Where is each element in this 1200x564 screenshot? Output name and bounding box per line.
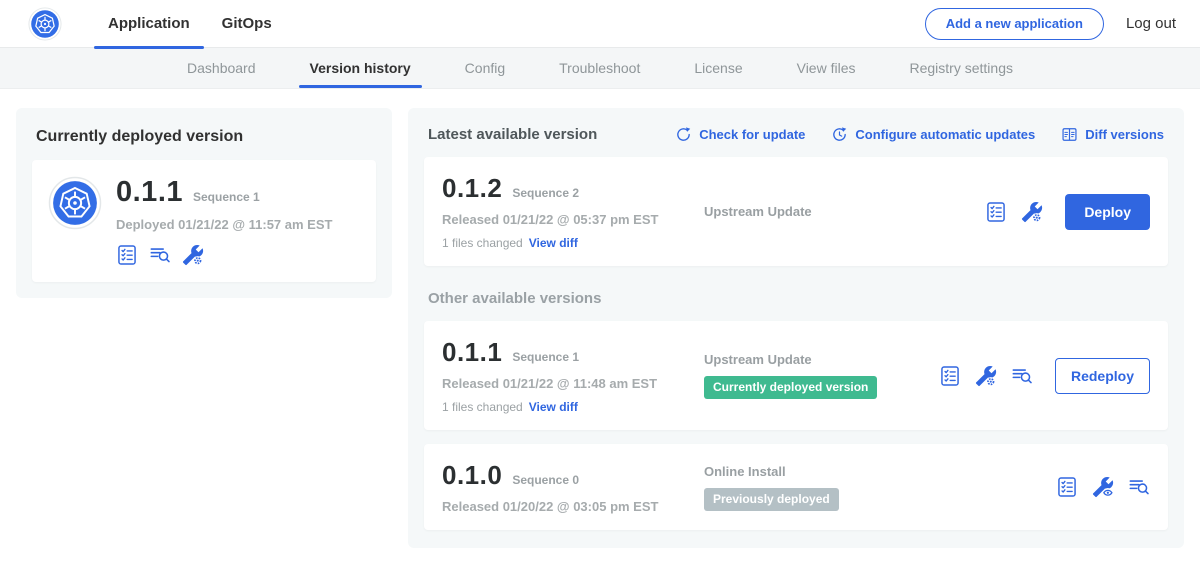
auto-update-icon xyxy=(831,126,848,143)
version-number: 0.1.0 xyxy=(442,460,503,490)
version-actions: Redeploy xyxy=(939,357,1150,394)
version-actions xyxy=(1056,476,1150,498)
refresh-icon xyxy=(675,126,692,143)
view-logs-icon[interactable] xyxy=(149,244,171,266)
add-new-application-button[interactable]: Add a new application xyxy=(924,7,1104,40)
header-right: Add a new application Log out xyxy=(924,7,1176,40)
subtab-dashboard[interactable]: Dashboard xyxy=(160,48,283,88)
subtab-registry-settings-label: Registry settings xyxy=(909,60,1013,76)
version-actions: Deploy xyxy=(985,193,1150,230)
preflight-checks-icon[interactable] xyxy=(1056,476,1078,498)
edit-config-icon[interactable] xyxy=(975,365,997,387)
deployed-details: 0.1.1 Sequence 1 Deployed 01/21/22 @ 11:… xyxy=(116,176,332,266)
diff-versions-label: Diff versions xyxy=(1085,127,1164,142)
files-changed-label: 1 files changed xyxy=(442,236,523,250)
check-for-update-label: Check for update xyxy=(699,127,806,142)
released-timestamp: Released 01/21/22 @ 11:48 am EST xyxy=(442,376,658,391)
edit-config-icon[interactable] xyxy=(182,244,204,266)
version-source-cell: Upstream Update xyxy=(704,204,985,219)
view-diff-link[interactable]: View diff xyxy=(528,400,578,414)
version-number: 0.1.2 xyxy=(442,173,503,203)
currently-deployed-badge: Currently deployed version xyxy=(704,376,878,399)
subtab-dashboard-label: Dashboard xyxy=(187,60,256,76)
check-for-update-link[interactable]: Check for update xyxy=(675,126,805,143)
version-info: 0.1.0 Sequence 0 Released 01/20/22 @ 03:… xyxy=(442,460,704,514)
app-kubernetes-icon xyxy=(48,176,102,230)
app-header: Application GitOps Add a new application… xyxy=(0,0,1200,49)
previously-deployed-badge: Previously deployed xyxy=(704,487,839,511)
deployed-version-number: 0.1.1 xyxy=(116,176,183,208)
latest-available-title: Latest available version xyxy=(428,126,598,143)
sequence-label: Sequence 1 xyxy=(512,350,580,364)
version-row-0-1-2: 0.1.2 Sequence 2 Released 01/21/22 @ 05:… xyxy=(424,157,1168,266)
tab-application[interactable]: Application xyxy=(92,0,206,49)
version-row-0-1-0: 0.1.0 Sequence 0 Released 01/20/22 @ 03:… xyxy=(424,444,1168,530)
deployed-actions xyxy=(116,244,332,266)
subtab-registry-settings[interactable]: Registry settings xyxy=(883,48,1040,88)
version-info: 0.1.2 Sequence 2 Released 01/21/22 @ 05:… xyxy=(442,173,704,250)
subtab-view-files[interactable]: View files xyxy=(770,48,883,88)
version-source: Online Install xyxy=(704,463,786,479)
files-changed-line: 1 files changed View diff xyxy=(442,400,704,414)
view-diff-link[interactable]: View diff xyxy=(528,236,578,250)
currently-deployed-card: 0.1.1 Sequence 1 Deployed 01/21/22 @ 11:… xyxy=(32,160,376,282)
files-changed-label: 1 files changed xyxy=(442,400,523,414)
other-available-versions-title: Other available versions xyxy=(428,290,602,307)
tab-application-label: Application xyxy=(108,15,190,32)
subtab-view-files-label: View files xyxy=(796,60,856,76)
logout-button[interactable]: Log out xyxy=(1125,15,1176,32)
subtab-version-history-label: Version history xyxy=(309,60,411,76)
available-versions-panel: Latest available version Check for updat… xyxy=(408,108,1184,548)
released-timestamp: Released 01/21/22 @ 05:37 pm EST xyxy=(442,212,659,227)
preflight-checks-icon[interactable] xyxy=(116,244,138,266)
version-info: 0.1.1 Sequence 1 Released 01/21/22 @ 11:… xyxy=(442,337,704,414)
redeploy-button[interactable]: Redeploy xyxy=(1054,357,1150,394)
version-number: 0.1.1 xyxy=(442,337,503,367)
available-panel-actions: Check for update Configure automatic upd… xyxy=(675,126,1164,143)
tab-gitops-label: GitOps xyxy=(221,15,272,32)
version-source: Upstream Update xyxy=(704,352,812,367)
deploy-button[interactable]: Deploy xyxy=(1065,193,1150,230)
subtab-version-history[interactable]: Version history xyxy=(283,48,438,88)
view-logs-icon[interactable] xyxy=(1128,476,1150,498)
subtab-troubleshoot-label: Troubleshoot xyxy=(559,60,641,76)
subtab-license-label: License xyxy=(694,60,743,76)
subtab-config-label: Config xyxy=(464,60,506,76)
deployed-sequence-label: Sequence 1 xyxy=(193,190,260,204)
view-logs-icon[interactable] xyxy=(1011,365,1033,387)
subtab-troubleshoot[interactable]: Troubleshoot xyxy=(532,48,667,88)
edit-config-icon[interactable] xyxy=(1021,201,1043,223)
version-source: Upstream Update xyxy=(704,204,812,219)
sequence-label: Sequence 2 xyxy=(512,186,580,200)
view-config-icon[interactable] xyxy=(1092,476,1114,498)
tab-gitops[interactable]: GitOps xyxy=(206,0,288,48)
available-panel-header: Latest available version Check for updat… xyxy=(424,124,1168,143)
sequence-label: Sequence 0 xyxy=(512,473,580,487)
files-changed-line: 1 files changed View diff xyxy=(442,236,704,250)
subtab-config[interactable]: Config xyxy=(438,48,532,88)
diff-versions-link[interactable]: Diff versions xyxy=(1061,126,1164,143)
main-content: Currently deployed version 0.1.1 Sequenc… xyxy=(0,89,1200,564)
currently-deployed-panel: Currently deployed version 0.1.1 Sequenc… xyxy=(16,108,392,298)
preflight-checks-icon[interactable] xyxy=(939,365,961,387)
header-tabs: Application GitOps xyxy=(92,0,288,49)
subtab-license[interactable]: License xyxy=(667,48,769,88)
app-subnav: Dashboard Version history Config Trouble… xyxy=(0,48,1200,89)
configure-automatic-updates-label: Configure automatic updates xyxy=(855,127,1036,142)
deployed-timestamp: Deployed 01/21/22 @ 11:57 am EST xyxy=(116,217,333,232)
version-source-cell: Upstream Update Currently deployed versi… xyxy=(704,352,939,399)
configure-automatic-updates-link[interactable]: Configure automatic updates xyxy=(831,126,1035,143)
version-source-cell: Online Install Previously deployed xyxy=(704,464,1056,511)
preflight-checks-icon[interactable] xyxy=(985,201,1007,223)
version-row-0-1-1: 0.1.1 Sequence 1 Released 01/21/22 @ 11:… xyxy=(424,321,1168,430)
diff-icon xyxy=(1061,126,1078,143)
currently-deployed-title: Currently deployed version xyxy=(36,128,244,145)
released-timestamp: Released 01/20/22 @ 03:05 pm EST xyxy=(442,499,659,514)
kubernetes-logo-icon xyxy=(28,7,62,41)
